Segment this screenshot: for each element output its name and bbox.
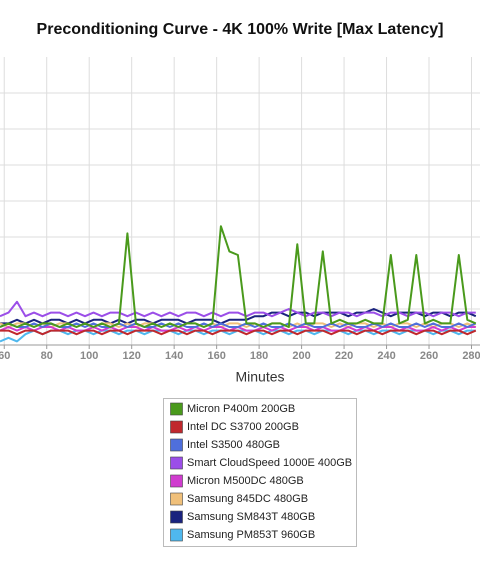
legend-swatch <box>170 456 183 470</box>
legend-swatch <box>170 528 183 542</box>
series-line <box>0 329 477 336</box>
legend-swatch <box>170 402 183 416</box>
series-line <box>0 322 477 328</box>
legend-label: Intel DC S3700 200GB <box>187 421 299 433</box>
legend-swatch <box>170 492 183 506</box>
x-tick-label: 100 <box>80 350 98 362</box>
x-tick-label: 220 <box>335 350 353 362</box>
series-line <box>0 225 477 328</box>
legend-swatch <box>170 474 183 488</box>
x-tick-label: 60 <box>0 350 10 362</box>
x-tick-label: 180 <box>250 350 268 362</box>
legend-box <box>163 398 357 547</box>
legend-swatch <box>170 420 183 434</box>
legend-label: Micron P400m 200GB <box>187 403 295 415</box>
series-line <box>0 308 477 325</box>
x-tick-label: 260 <box>420 350 438 362</box>
x-tick-label: 200 <box>292 350 310 362</box>
series-line <box>0 300 476 318</box>
x-tick-label: 140 <box>165 350 183 362</box>
legend-label: Intel S3500 480GB <box>187 439 280 451</box>
x-axis-title: Minutes <box>235 369 284 385</box>
legend-label: Samsung 845DC 480GB <box>187 493 308 505</box>
legend-label: Samsung PM853T 960GB <box>187 529 315 541</box>
x-tick-label: 120 <box>123 350 141 362</box>
legend-swatch <box>170 438 183 452</box>
legend-label: Smart CloudSpeed 1000E 400GB <box>187 457 352 469</box>
x-tick-label: 240 <box>377 350 395 362</box>
legend-label: Samsung SM843T 480GB <box>187 511 315 523</box>
legend-label: Micron M500DC 480GB <box>187 475 304 487</box>
legend-swatch <box>170 510 183 524</box>
x-tick-label: 160 <box>207 350 225 362</box>
x-tick-label: 280 <box>462 350 480 362</box>
x-tick-label: 80 <box>41 350 53 362</box>
chart-title: Preconditioning Curve - 4K 100% Write [M… <box>37 21 444 38</box>
